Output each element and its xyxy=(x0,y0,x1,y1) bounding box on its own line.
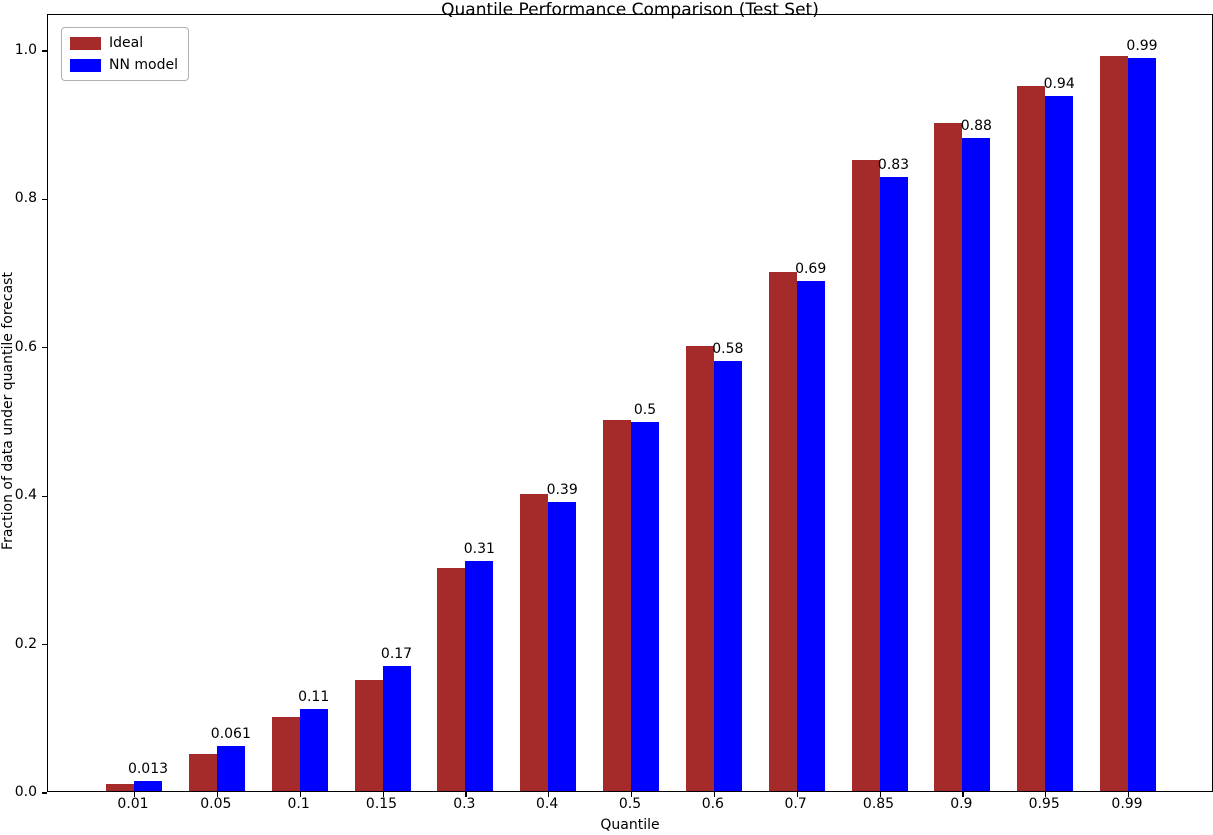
bar-ideal xyxy=(354,679,383,791)
x-tick-label: 0.85 xyxy=(862,796,895,812)
x-axis-label: Quantile xyxy=(600,817,660,833)
x-tick-label: 0.4 xyxy=(536,796,559,812)
bar-nn-model xyxy=(299,708,328,791)
bar-value-label: 0.69 xyxy=(795,260,827,277)
bar-nn-model xyxy=(382,666,411,791)
bar-nn-model xyxy=(962,138,991,791)
legend-label-ideal: Ideal xyxy=(109,35,144,51)
chart-title: Quantile Performance Comparison (Test Se… xyxy=(441,0,819,20)
bar-nn-model xyxy=(796,280,825,791)
bar-nn-model xyxy=(216,745,245,791)
bar-nn-model xyxy=(713,360,742,791)
plot-area: 0.013 0.061 0.11 0.17 0.31 0.39 0.5 0.58 0.69 0.8… xyxy=(42,14,1213,797)
legend-item-nn-model: NN model xyxy=(70,57,178,73)
y-tick-mark xyxy=(42,495,47,497)
y-tick-mark xyxy=(42,347,47,349)
bar-ideal xyxy=(271,716,300,791)
bar-ideal xyxy=(768,271,797,791)
bar-value-label: 0.061 xyxy=(210,725,251,742)
bar-ideal xyxy=(603,420,631,791)
x-tick-mark xyxy=(962,792,964,797)
x-tick-mark xyxy=(1045,792,1047,797)
x-tick-label: 0.95 xyxy=(1028,796,1060,812)
bar-nn-model xyxy=(879,176,908,791)
x-tick-label: 0.9 xyxy=(950,796,973,812)
y-tick-mark xyxy=(42,643,47,646)
bar-ideal xyxy=(520,494,549,791)
legend-item-ideal: Ideal xyxy=(70,35,178,51)
bar-value-label: 0.94 xyxy=(1043,75,1075,92)
bar-nn-model xyxy=(134,781,162,791)
bar-ideal xyxy=(106,783,134,791)
y-tick-label: 1.0 xyxy=(14,42,37,58)
bar-nn-model xyxy=(1045,95,1074,791)
x-tick-label: 0.3 xyxy=(453,796,476,812)
legend: Ideal NN model xyxy=(61,27,189,81)
bar-ideal xyxy=(934,123,963,791)
bar-value-label: 0.83 xyxy=(877,156,910,173)
y-tick-mark xyxy=(42,792,47,794)
x-tick-mark xyxy=(299,792,301,797)
bar-value-label: 0.013 xyxy=(127,761,169,778)
x-tick-mark xyxy=(548,792,550,797)
x-tick-mark xyxy=(879,792,881,797)
x-tick-mark xyxy=(796,792,798,797)
x-tick-label: 0.7 xyxy=(784,796,807,812)
legend-swatch-ideal xyxy=(70,36,101,50)
y-tick-label: 0.0 xyxy=(14,784,37,800)
bar-nn-model xyxy=(631,422,659,791)
x-tick-mark xyxy=(382,792,384,797)
y-tick-mark xyxy=(42,198,47,201)
x-tick-label: 0.01 xyxy=(117,796,149,812)
legend-label-nn-model: NN model xyxy=(109,57,178,73)
bar-nn-model xyxy=(548,501,577,791)
legend-swatch-nn-model xyxy=(70,58,101,72)
bar-ideal xyxy=(685,345,714,791)
y-tick-mark xyxy=(42,50,47,52)
x-tick-mark xyxy=(465,792,467,797)
x-tick-label: 0.15 xyxy=(365,796,398,812)
bar-ideal xyxy=(851,160,880,791)
x-tick-mark xyxy=(216,792,219,797)
bar-nn-model xyxy=(465,560,494,791)
y-tick-label: 0.8 xyxy=(14,190,37,207)
bar-ideal xyxy=(1100,56,1128,791)
x-tick-mark xyxy=(713,792,716,797)
x-tick-label: 0.6 xyxy=(701,796,724,812)
x-tick-mark xyxy=(1128,792,1130,797)
y-tick-label: 0.4 xyxy=(14,487,37,504)
x-tick-mark xyxy=(134,792,136,797)
bar-value-label: 0.39 xyxy=(546,481,578,498)
bar-ideal xyxy=(188,753,217,791)
y-tick-label: 0.2 xyxy=(14,635,37,652)
x-tick-mark xyxy=(631,792,633,797)
bar-value-label: 0.58 xyxy=(712,340,744,357)
x-tick-label: 0.99 xyxy=(1111,796,1143,812)
bar-value-label: 0.31 xyxy=(463,540,495,557)
bar-value-label: 0.11 xyxy=(298,688,330,705)
bar-ideal xyxy=(1017,86,1046,791)
bar-nn-model xyxy=(1128,57,1156,791)
x-tick-label: 0.1 xyxy=(287,796,310,812)
bar-value-label: 0.99 xyxy=(1126,37,1158,54)
x-tick-label: 0.05 xyxy=(200,796,232,812)
y-axis-label: Fraction of data under quantile forecast xyxy=(0,272,16,550)
bar-ideal xyxy=(437,568,466,791)
bar-value-label: 0.88 xyxy=(960,118,992,135)
y-tick-label: 0.6 xyxy=(14,338,37,355)
bar-value-label: 0.5 xyxy=(633,402,657,419)
x-tick-label: 0.5 xyxy=(618,796,642,812)
bar-value-label: 0.17 xyxy=(380,646,413,663)
